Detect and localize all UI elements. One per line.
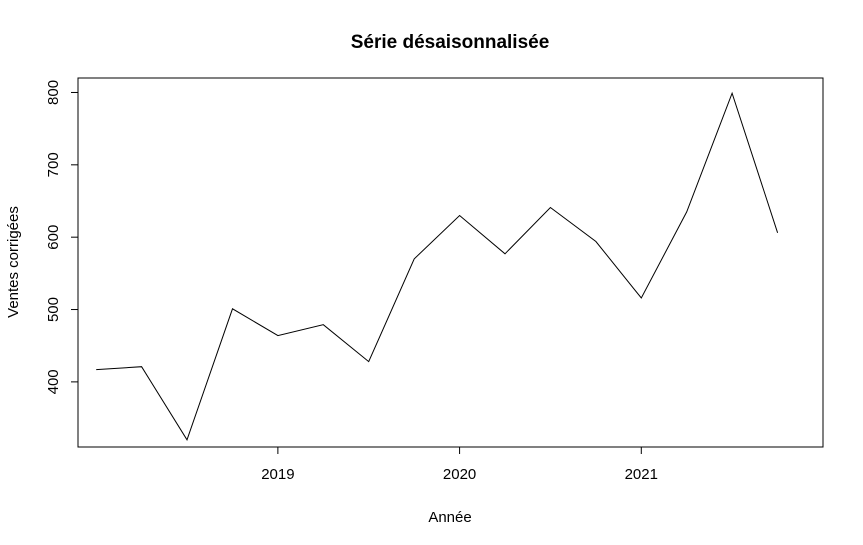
- x-tick-label: 2021: [625, 466, 658, 483]
- y-tick-label: 800: [45, 80, 62, 105]
- chart-title: Série désaisonnalisée: [351, 32, 550, 53]
- plot-frame: [77, 77, 824, 448]
- y-axis: 400 500 600 700 800: [45, 80, 78, 394]
- x-tick-label: 2019: [261, 466, 294, 483]
- series-layer: [96, 91, 779, 441]
- y-tick-label: 700: [45, 152, 62, 177]
- series-line: [96, 91, 779, 441]
- y-axis-label: Ventes corrigées: [5, 206, 22, 318]
- x-axis-label: Année: [428, 509, 471, 526]
- y-tick-label: 400: [45, 369, 62, 394]
- x-tick-label: 2020: [443, 466, 476, 483]
- x-axis: 2019 2020 2021: [261, 447, 658, 483]
- y-tick-label: 500: [45, 297, 62, 322]
- y-tick-label: 600: [45, 225, 62, 250]
